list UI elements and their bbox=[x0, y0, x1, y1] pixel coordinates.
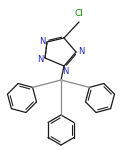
Text: N: N bbox=[39, 37, 45, 45]
Text: N: N bbox=[78, 48, 84, 56]
Text: N: N bbox=[37, 55, 43, 64]
Text: Cl: Cl bbox=[75, 10, 83, 19]
Text: N: N bbox=[62, 66, 68, 76]
